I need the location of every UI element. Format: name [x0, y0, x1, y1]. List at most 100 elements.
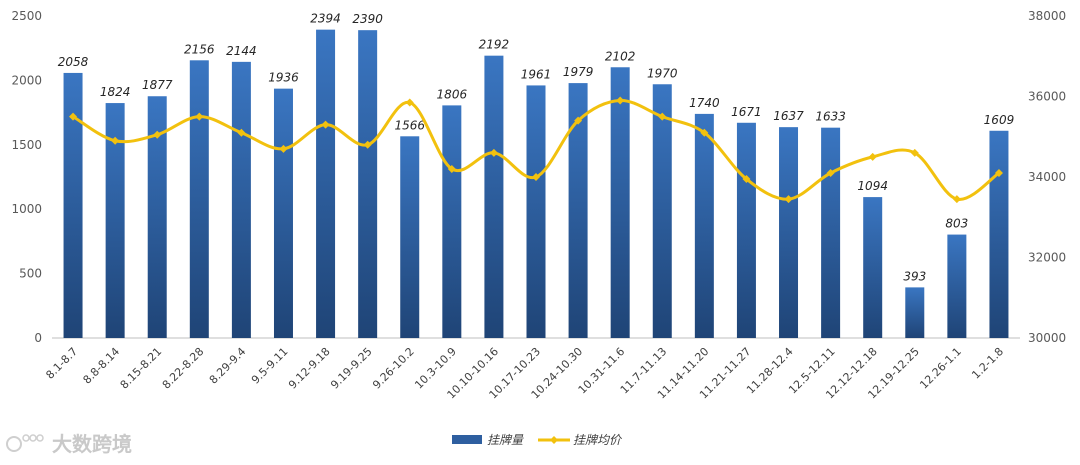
- bar: [316, 29, 336, 338]
- line-point: [489, 148, 498, 157]
- y-right-axis: 30000 32000 34000 36000 38000: [1028, 9, 1066, 345]
- bar-data-label: 1806: [437, 87, 468, 101]
- x-tick-label: 9.12-9.18: [286, 345, 333, 392]
- bar-data-label: 393: [903, 269, 926, 283]
- bar: [63, 72, 83, 339]
- y-left-tick-label: 0: [34, 331, 42, 345]
- legend-label-bar: 挂牌量: [487, 433, 524, 447]
- watermark-text: 大数跨境: [52, 432, 132, 456]
- bar-data-label: 1094: [857, 179, 888, 193]
- line-point: [994, 168, 1003, 177]
- bar: [652, 84, 672, 338]
- y-right-tick-label: 36000: [1028, 90, 1066, 104]
- bar-data-label: 2394: [310, 12, 341, 26]
- bar: [610, 67, 630, 339]
- bar-data-label: 1609: [984, 113, 1015, 127]
- bar: [484, 55, 504, 338]
- x-tick-label: 8.29-9.4: [207, 345, 249, 387]
- bar: [905, 287, 925, 338]
- line-point: [279, 144, 288, 153]
- bar: [147, 96, 167, 338]
- bar-data-label: 1970: [647, 66, 678, 80]
- y-left-axis: 0 500 1000 1500 2000 2500: [11, 9, 42, 345]
- line-point: [195, 112, 204, 121]
- line-point: [111, 136, 120, 145]
- bar-data-label: 2058: [58, 55, 89, 69]
- bar: [694, 113, 714, 338]
- bar: [568, 83, 588, 338]
- bar-data-label: 2156: [184, 42, 215, 56]
- bar-data-label: 1566: [394, 118, 425, 132]
- bar-data-labels: 2058 1824 1877 2156 2144 1936 2394 2390 1566 1806…: [58, 12, 1014, 284]
- x-tick-label: 1.2-1.8: [969, 345, 1006, 382]
- bar: [105, 103, 125, 338]
- bar-data-label: 1740: [689, 96, 720, 110]
- y-left-tick-label: 2000: [11, 73, 42, 87]
- watermark: 大数跨境: [6, 432, 132, 456]
- x-tick-label: 9.26-10.2: [370, 345, 417, 392]
- x-tick-label: 8.22-8.28: [160, 345, 207, 392]
- bar-data-label: 1979: [563, 65, 594, 79]
- bar-data-label: 1637: [773, 109, 804, 123]
- line-point: [363, 140, 372, 149]
- line-point: [616, 96, 625, 105]
- line-point: [952, 195, 961, 204]
- bar: [947, 234, 967, 338]
- line-point: [658, 112, 667, 121]
- bar-data-label: 1633: [815, 110, 846, 124]
- legend-line-marker: [550, 436, 558, 444]
- line-series: [69, 96, 1003, 204]
- bar: [863, 197, 883, 338]
- bar: [442, 105, 462, 338]
- bar-data-label: 1877: [142, 78, 173, 92]
- x-tick-label: 8.15-8.21: [118, 345, 165, 392]
- bar-data-label: 1936: [268, 71, 299, 85]
- line-point: [826, 168, 835, 177]
- bar: [779, 127, 799, 338]
- bar-data-label: 2144: [226, 44, 257, 58]
- x-tick-label: 9.5-9.11: [249, 345, 291, 387]
- line-point: [532, 173, 540, 181]
- line-point: [910, 148, 919, 157]
- x-tick-label: 8.1-8.7: [43, 345, 80, 382]
- bar: [189, 60, 209, 339]
- y-left-tick-label: 1500: [11, 138, 42, 152]
- bar: [358, 30, 378, 338]
- y-left-tick-label: 500: [19, 267, 42, 281]
- legend-bar-swatch: [452, 435, 482, 444]
- bar: [526, 85, 546, 338]
- line-point: [700, 128, 709, 137]
- x-tick-label: 8.8-8.14: [81, 345, 123, 387]
- line-point: [69, 112, 78, 121]
- bar-data-label: 2390: [352, 12, 383, 26]
- legend: 挂牌量 挂牌均价: [452, 433, 623, 447]
- bar: [231, 61, 251, 339]
- bar-data-label: 1824: [100, 85, 131, 99]
- bar-series: [63, 29, 1009, 339]
- bar-data-label: 2192: [479, 38, 510, 52]
- line-point: [321, 120, 330, 129]
- bar: [989, 130, 1009, 338]
- bar: [736, 122, 756, 338]
- y-right-tick-label: 38000: [1028, 9, 1066, 23]
- line-point: [447, 164, 456, 173]
- bar-data-label: 1671: [731, 105, 762, 119]
- line-point: [742, 175, 751, 184]
- x-tick-label: 9.19-9.25: [328, 345, 375, 392]
- bar-data-label: 803: [945, 217, 968, 231]
- line-point: [405, 98, 414, 107]
- bar-data-label: 1961: [521, 67, 552, 81]
- line-point: [574, 116, 583, 125]
- y-right-tick-label: 32000: [1028, 251, 1066, 265]
- bar: [273, 88, 293, 338]
- y-left-tick-label: 2500: [11, 9, 42, 23]
- line-point: [153, 130, 162, 139]
- y-right-tick-label: 30000: [1028, 331, 1066, 345]
- x-axis-ticks: 8.1-8.7 8.8-8.148.15-8.218.22-8.28 8.29-9.…: [43, 345, 1006, 402]
- legend-label-line: 挂牌均价: [573, 433, 623, 447]
- bar: [400, 136, 420, 338]
- bar-data-label: 2102: [605, 49, 636, 63]
- bar: [821, 127, 841, 338]
- x-tick-label: 12.26-1.1: [917, 345, 964, 392]
